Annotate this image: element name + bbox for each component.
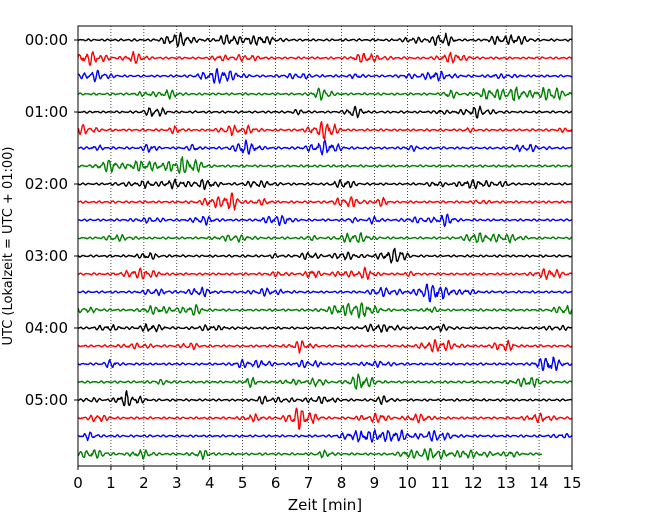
seismogram-trace xyxy=(77,32,573,48)
seismogram-trace xyxy=(77,283,572,303)
x-tick-label: 11 xyxy=(431,474,450,492)
y-tick-label: 05:00 xyxy=(25,391,68,409)
x-tick-label: 14 xyxy=(530,474,549,492)
seismogram-trace xyxy=(77,68,572,84)
y-tick-label: 04:00 xyxy=(25,319,68,337)
seismogram-trace xyxy=(77,390,573,407)
seismogram-trace xyxy=(77,192,572,211)
vertical-grid xyxy=(110,26,540,466)
y-tick-label: 01:00 xyxy=(25,103,68,121)
y-axis-label: UTC (Lokalzeit = UTC + 01:00) xyxy=(1,147,16,346)
seismogram-trace xyxy=(77,50,573,66)
seismogram-trace xyxy=(77,178,572,191)
x-tick-label: 0 xyxy=(73,474,83,492)
x-axis-ticks: 0 1 2 3 4 5 6 7 8 9 10 11 12 13 14 15 xyxy=(73,466,582,492)
seismogram-trace xyxy=(77,86,573,102)
seismogram-trace xyxy=(77,232,573,244)
x-tick-label: 1 xyxy=(106,474,116,492)
x-axis-label: Zeit [min] xyxy=(288,496,362,514)
y-tick-label: 02:00 xyxy=(25,175,68,193)
y-axis-ticks: 00:00 01:00 02:00 03:00 04:00 05:00 xyxy=(25,31,78,409)
seismogram-trace xyxy=(77,156,573,174)
plot-frame xyxy=(77,25,573,467)
x-tick-label: 6 xyxy=(271,474,281,492)
x-tick-label: 13 xyxy=(497,474,516,492)
x-tick-label: 8 xyxy=(337,474,347,492)
seismogram-trace xyxy=(77,105,572,119)
seismogram-traces xyxy=(77,32,573,461)
x-tick-label: 7 xyxy=(304,474,314,492)
seismogram-trace xyxy=(77,339,573,354)
x-tick-label: 15 xyxy=(562,474,581,492)
seismogram-trace xyxy=(77,407,573,430)
y-tick-label: 00:00 xyxy=(25,31,68,49)
y-tick-label: 03:00 xyxy=(25,247,68,265)
seismogram-trace xyxy=(77,323,573,333)
seismogram-trace xyxy=(77,356,573,372)
x-tick-label: 2 xyxy=(139,474,149,492)
x-tick-label: 4 xyxy=(205,474,215,492)
seismogram-trace xyxy=(77,139,573,156)
seismogram-trace xyxy=(77,373,573,390)
seismogram-trace xyxy=(77,247,573,264)
x-tick-label: 3 xyxy=(172,474,182,492)
seismogram-trace xyxy=(77,429,573,443)
x-tick-label: 10 xyxy=(398,474,417,492)
seismogram-trace xyxy=(77,121,573,141)
x-tick-label: 9 xyxy=(370,474,380,492)
seismogram-trace xyxy=(77,213,573,227)
seismogram-trace xyxy=(77,447,542,461)
x-tick-label: 12 xyxy=(464,474,483,492)
x-tick-label: 5 xyxy=(238,474,248,492)
seismogram-trace xyxy=(77,302,573,319)
seismogram-trace xyxy=(77,266,573,281)
